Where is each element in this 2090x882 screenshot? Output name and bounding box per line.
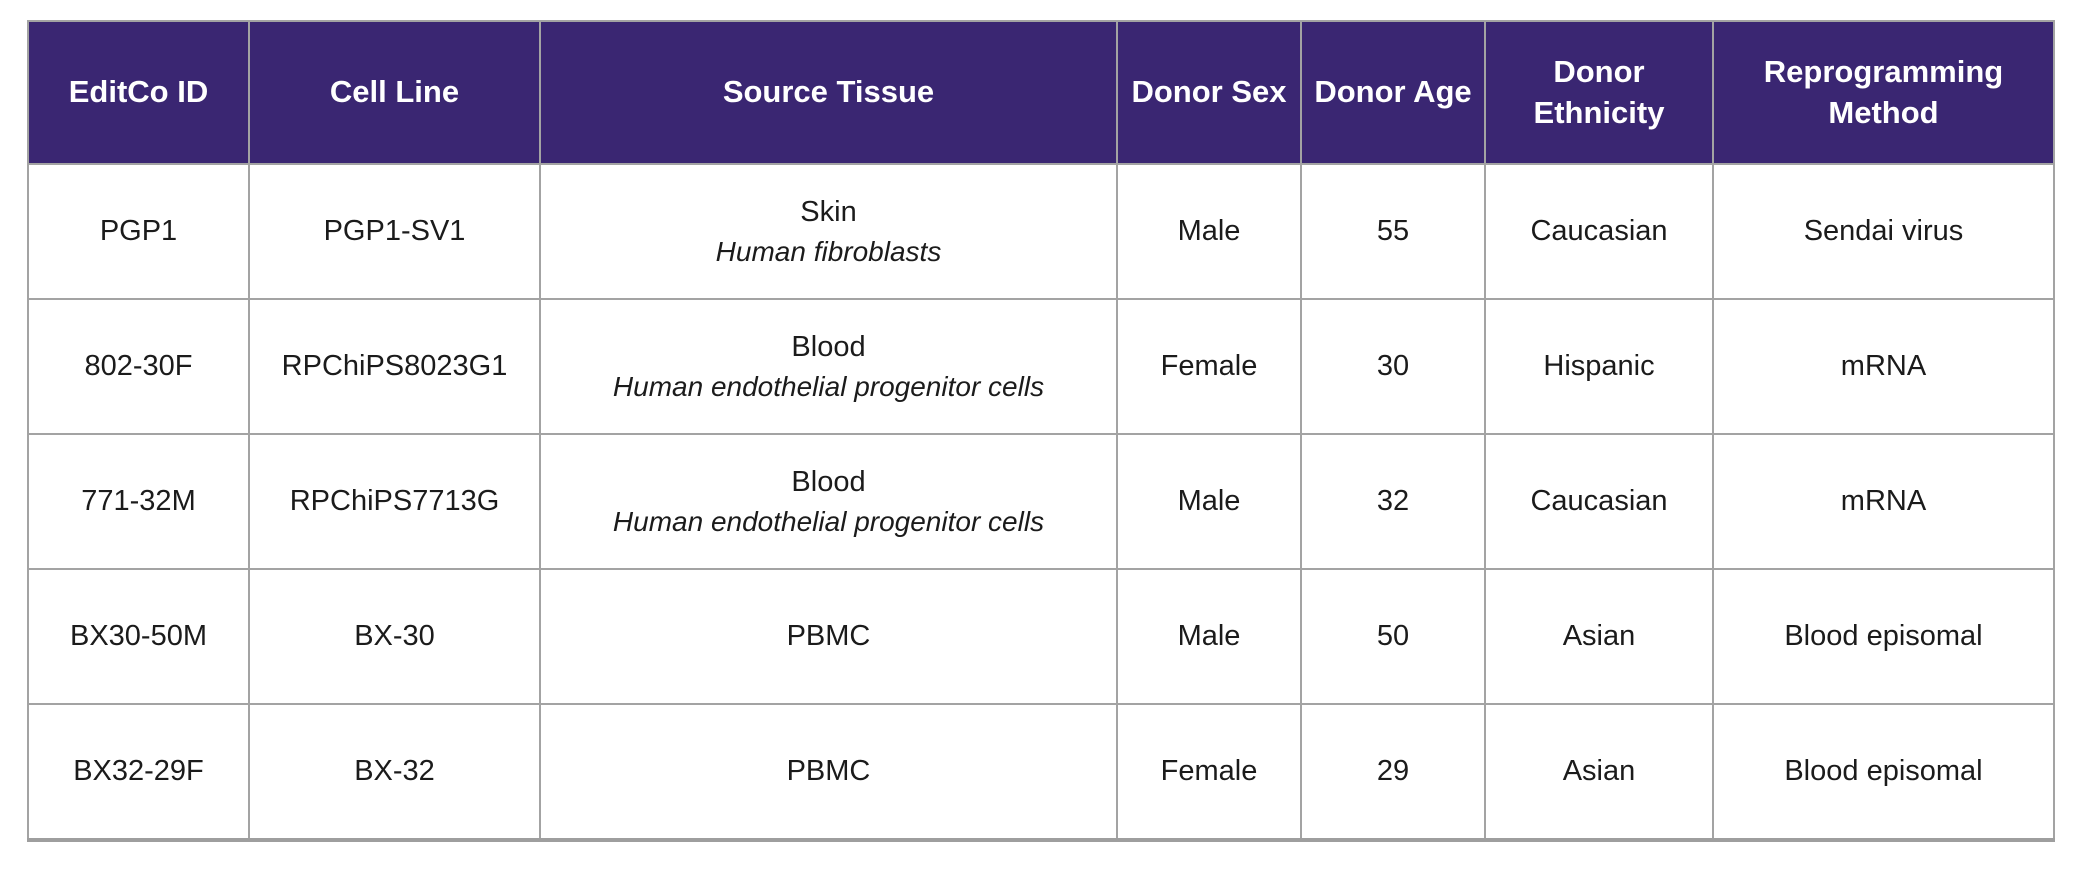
cell-cell-line: PGP1-SV1 (248, 163, 541, 300)
source-tissue-name: Skin (800, 195, 857, 228)
cell-donor-ethnicity: Asian (1484, 568, 1714, 705)
cell-lines-table: EditCo ID Cell Line Source Tissue Donor … (27, 20, 2055, 842)
cell-source-tissue: PBMC (539, 703, 1118, 841)
cell-reprogramming-method: mRNA (1712, 433, 2055, 570)
cell-donor-age: 50 (1300, 568, 1486, 705)
table-row: PGP1 PGP1-SV1 Skin Human fibroblasts Mal… (27, 163, 2055, 300)
cell-reprogramming-method: mRNA (1712, 298, 2055, 435)
col-header-donor-sex: Donor Sex (1116, 20, 1302, 165)
page: EditCo ID Cell Line Source Tissue Donor … (27, 20, 2055, 842)
cell-reprogramming-method: Blood episomal (1712, 568, 2055, 705)
col-header-editco-id: EditCo ID (27, 20, 250, 165)
cell-reprogramming-method: Blood episomal (1712, 703, 2055, 841)
cell-source-tissue: Skin Human fibroblasts (539, 163, 1118, 300)
cell-donor-ethnicity: Caucasian (1484, 163, 1714, 300)
cell-editco-id: PGP1 (27, 163, 250, 300)
cell-source-tissue: Blood Human endothelial progenitor cells (539, 298, 1118, 435)
table-row: 802-30F RPChiPS8023G1 Blood Human endoth… (27, 298, 2055, 435)
source-tissue-name: PBMC (786, 620, 871, 653)
source-tissue-detail: Human fibroblasts (715, 236, 942, 268)
col-header-donor-ethnicity: Donor Ethnicity (1484, 20, 1714, 165)
table-row: BX32-29F BX-32 PBMC Female 29 Asian Bloo… (27, 703, 2055, 841)
cell-donor-ethnicity: Caucasian (1484, 433, 1714, 570)
col-header-source-tissue: Source Tissue (539, 20, 1118, 165)
cell-reprogramming-method: Sendai virus (1712, 163, 2055, 300)
header-row: EditCo ID Cell Line Source Tissue Donor … (27, 20, 2055, 165)
cell-editco-id: 802-30F (27, 298, 250, 435)
cell-source-tissue: PBMC (539, 568, 1118, 705)
cell-donor-ethnicity: Asian (1484, 703, 1714, 841)
cell-editco-id: BX30-50M (27, 568, 250, 705)
source-tissue-name: Blood (791, 465, 866, 498)
cell-donor-sex: Female (1116, 298, 1302, 435)
cell-donor-sex: Male (1116, 433, 1302, 570)
cell-source-tissue: Blood Human endothelial progenitor cells (539, 433, 1118, 570)
cell-cell-line: BX-32 (248, 703, 541, 841)
cell-donor-age: 55 (1300, 163, 1486, 300)
cell-cell-line: RPChiPS8023G1 (248, 298, 541, 435)
cell-cell-line: RPChiPS7713G (248, 433, 541, 570)
cell-donor-sex: Male (1116, 568, 1302, 705)
table-row: 771-32M RPChiPS7713G Blood Human endothe… (27, 433, 2055, 570)
col-header-reprogramming-method: Reprogramming Method (1712, 20, 2055, 165)
source-tissue-name: PBMC (786, 755, 871, 788)
cell-donor-age: 32 (1300, 433, 1486, 570)
cell-donor-age: 30 (1300, 298, 1486, 435)
source-tissue-detail: Human endothelial progenitor cells (612, 371, 1045, 403)
col-header-cell-line: Cell Line (248, 20, 541, 165)
table-row: BX30-50M BX-30 PBMC Male 50 Asian Blood … (27, 568, 2055, 705)
cell-donor-sex: Male (1116, 163, 1302, 300)
source-tissue-name: Blood (791, 330, 866, 363)
cell-editco-id: 771-32M (27, 433, 250, 570)
col-header-donor-age: Donor Age (1300, 20, 1486, 165)
source-tissue-detail: Human endothelial progenitor cells (612, 506, 1045, 538)
cell-donor-sex: Female (1116, 703, 1302, 841)
cell-donor-ethnicity: Hispanic (1484, 298, 1714, 435)
cell-donor-age: 29 (1300, 703, 1486, 841)
cell-editco-id: BX32-29F (27, 703, 250, 841)
cell-cell-line: BX-30 (248, 568, 541, 705)
